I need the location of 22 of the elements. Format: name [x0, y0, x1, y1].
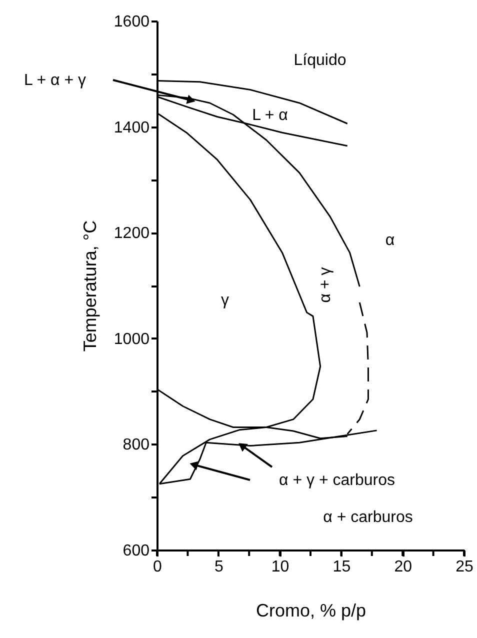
- x-tick-label: 10: [271, 558, 290, 576]
- y-tick-label: 1600: [114, 14, 150, 30]
- y-tick-label: 800: [122, 436, 150, 454]
- annotation: α + carburos: [323, 509, 413, 526]
- annotation: γ: [221, 292, 229, 309]
- annotation: α: [385, 232, 395, 249]
- text: L + α + γ: [24, 72, 86, 89]
- x-tick-label: 15: [332, 558, 351, 576]
- x-tick-label: 5: [214, 558, 224, 576]
- annotation: L + α: [252, 107, 288, 124]
- y-tick-label: 1000: [114, 330, 150, 348]
- annotation: α + γ + carburos: [279, 472, 395, 489]
- annotation: α + γ: [317, 267, 334, 303]
- y-tick-label: 1200: [114, 225, 150, 242]
- x-axis-title: Cromo, % p/p: [256, 600, 366, 620]
- x-tick-label: 25: [456, 558, 474, 576]
- annotation: Líquido: [294, 52, 346, 69]
- y-tick-label: 600: [122, 542, 150, 560]
- x-tick-label: 20: [394, 558, 412, 576]
- y-tick-label: 1400: [114, 119, 150, 136]
- x-tick-label: 0: [153, 558, 162, 576]
- y-axis-title: Temperatura, °C: [80, 220, 100, 352]
